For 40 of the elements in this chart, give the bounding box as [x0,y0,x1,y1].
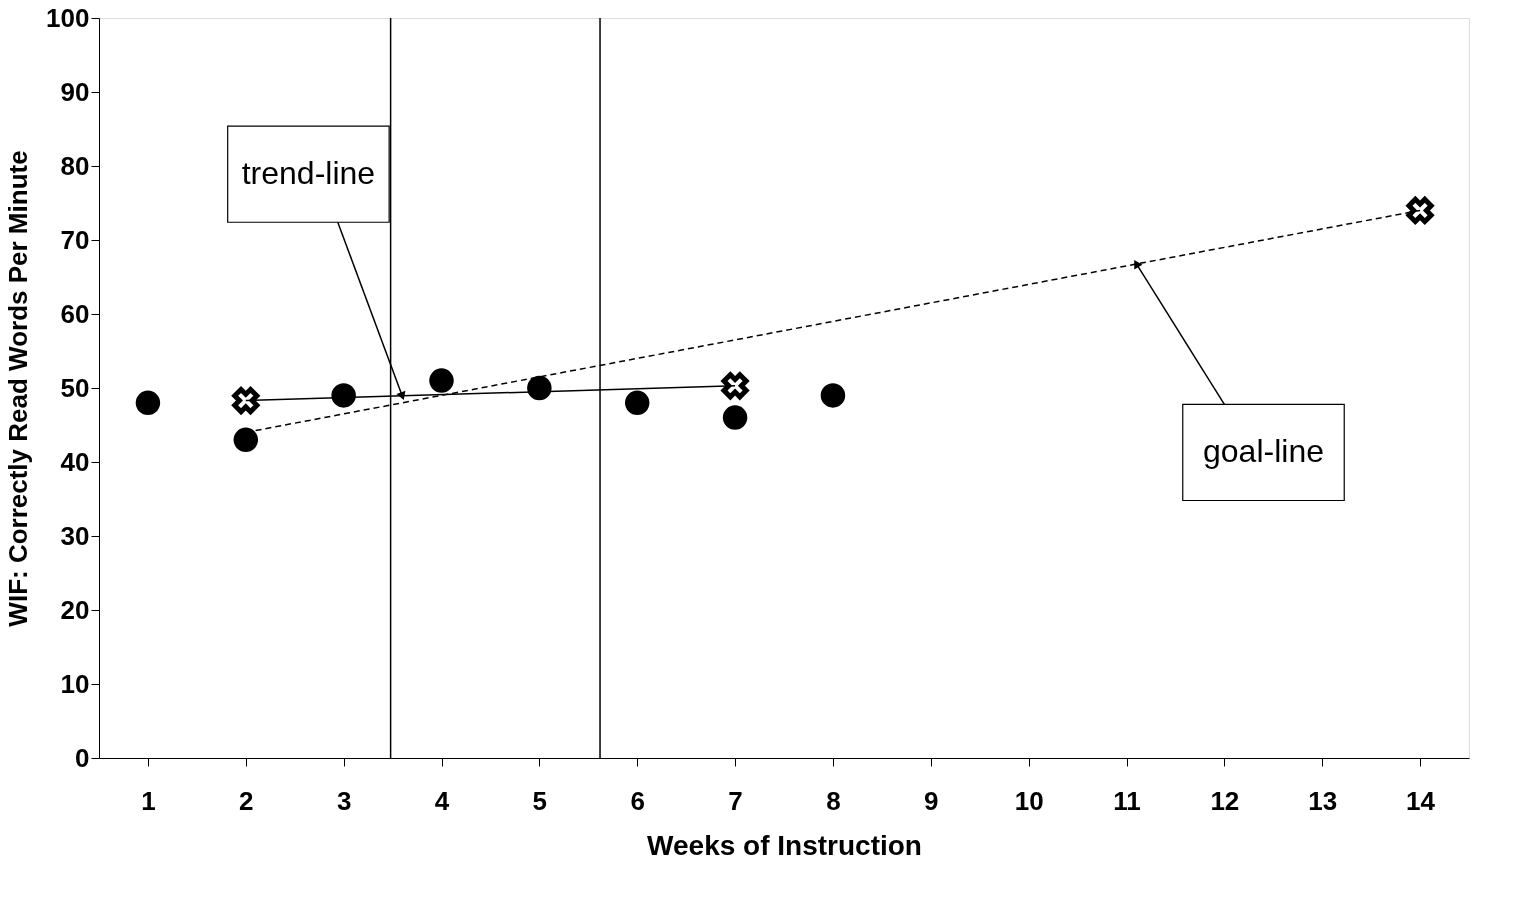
x-tick-label: 3 [336,785,352,816]
y-tick-label: 0 [75,742,90,773]
x-tick-label: 2 [239,785,254,816]
y-tick-label: 80 [60,150,90,181]
point [1406,196,1434,224]
x-tick-label: 9 [924,785,939,816]
x-tick-label: 13 [1308,785,1338,816]
point [232,387,260,415]
y-tick-label: 50 [60,372,90,403]
annotation: trend-line [241,155,376,192]
y-tick-label: 60 [60,298,90,329]
x-tick-label: 11 [1113,785,1141,816]
x-tick-label: 5 [532,785,548,816]
point [722,405,748,430]
y-tick-label: 100 [46,2,90,33]
x-tick-label: 7 [728,785,743,816]
y-tick-label: 40 [60,446,90,477]
x-tick-label: 1 [141,785,156,816]
x-tick-label: 4 [434,785,450,816]
point [820,383,846,408]
x-tick-label: 6 [630,785,645,816]
point [429,368,454,393]
x-axis-title: Weeks of Instruction [647,829,922,861]
x-tick-label: 10 [1014,785,1044,816]
y-tick-label: 10 [60,668,90,699]
annotation: goal-line [1203,433,1324,470]
x-tick-label: 14 [1406,785,1436,816]
point [527,375,552,401]
point [233,427,259,453]
y-tick-label: 90 [60,76,90,107]
point [721,372,749,400]
y-tick-label: 70 [60,224,90,255]
point [624,390,650,416]
y-axis-title: WIF: Correctly Read Words Per Minute [3,150,34,627]
y-tick-label: 20 [60,594,90,625]
y-tick-label: 30 [60,520,90,551]
x-tick-label: 8 [826,785,841,816]
point [331,383,356,408]
point [135,390,161,416]
x-tick-label: 12 [1210,785,1240,816]
